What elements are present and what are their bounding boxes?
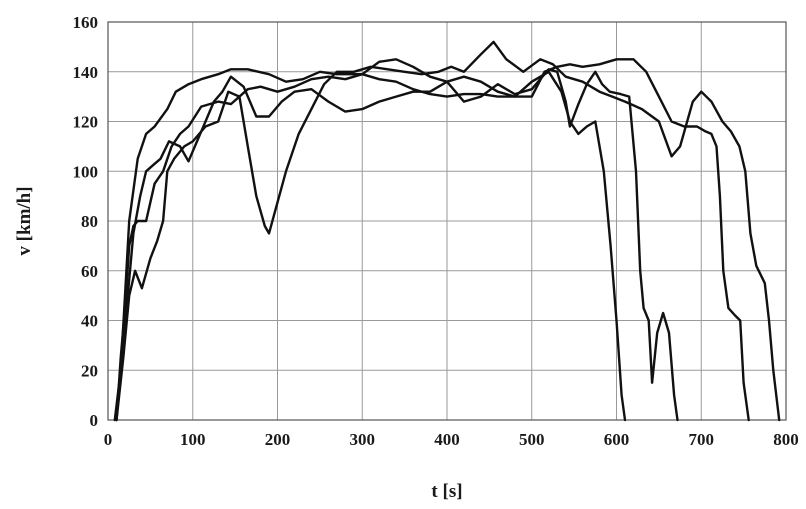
- y-tick-label: 80: [81, 212, 98, 231]
- x-tick-label: 300: [350, 430, 376, 449]
- x-tick-label: 0: [104, 430, 113, 449]
- tick-labels: 0 100 200 300 400 500 600 700 800 0 20 40 60 80 100 120…: [73, 13, 799, 449]
- x-tick-label: 800: [773, 430, 799, 449]
- y-tick-label: 0: [90, 411, 99, 430]
- y-tick-label: 20: [81, 361, 98, 380]
- y-tick-label: 100: [73, 162, 99, 181]
- y-tick-label: 40: [81, 312, 98, 331]
- speed-series-4: [115, 58, 750, 422]
- speed-series-1: [113, 68, 627, 422]
- speed-series-2: [115, 58, 679, 422]
- y-axis-label: v [km/h]: [14, 186, 35, 255]
- y-tick-label: 120: [73, 113, 99, 132]
- y-tick-label: 160: [73, 13, 99, 32]
- speed-series-3: [115, 40, 781, 422]
- x-tick-label: 600: [604, 430, 630, 449]
- x-tick-label: 500: [519, 430, 545, 449]
- x-tick-label: 400: [434, 430, 460, 449]
- x-axis-label: t [s]: [431, 481, 462, 502]
- y-tick-label: 140: [73, 63, 99, 82]
- x-tick-label: 100: [180, 430, 206, 449]
- x-tick-label: 700: [689, 430, 715, 449]
- series-group: [113, 40, 781, 422]
- x-tick-label: 200: [265, 430, 291, 449]
- plot-area-frame: [107, 21, 787, 421]
- y-tick-label: 60: [81, 262, 98, 281]
